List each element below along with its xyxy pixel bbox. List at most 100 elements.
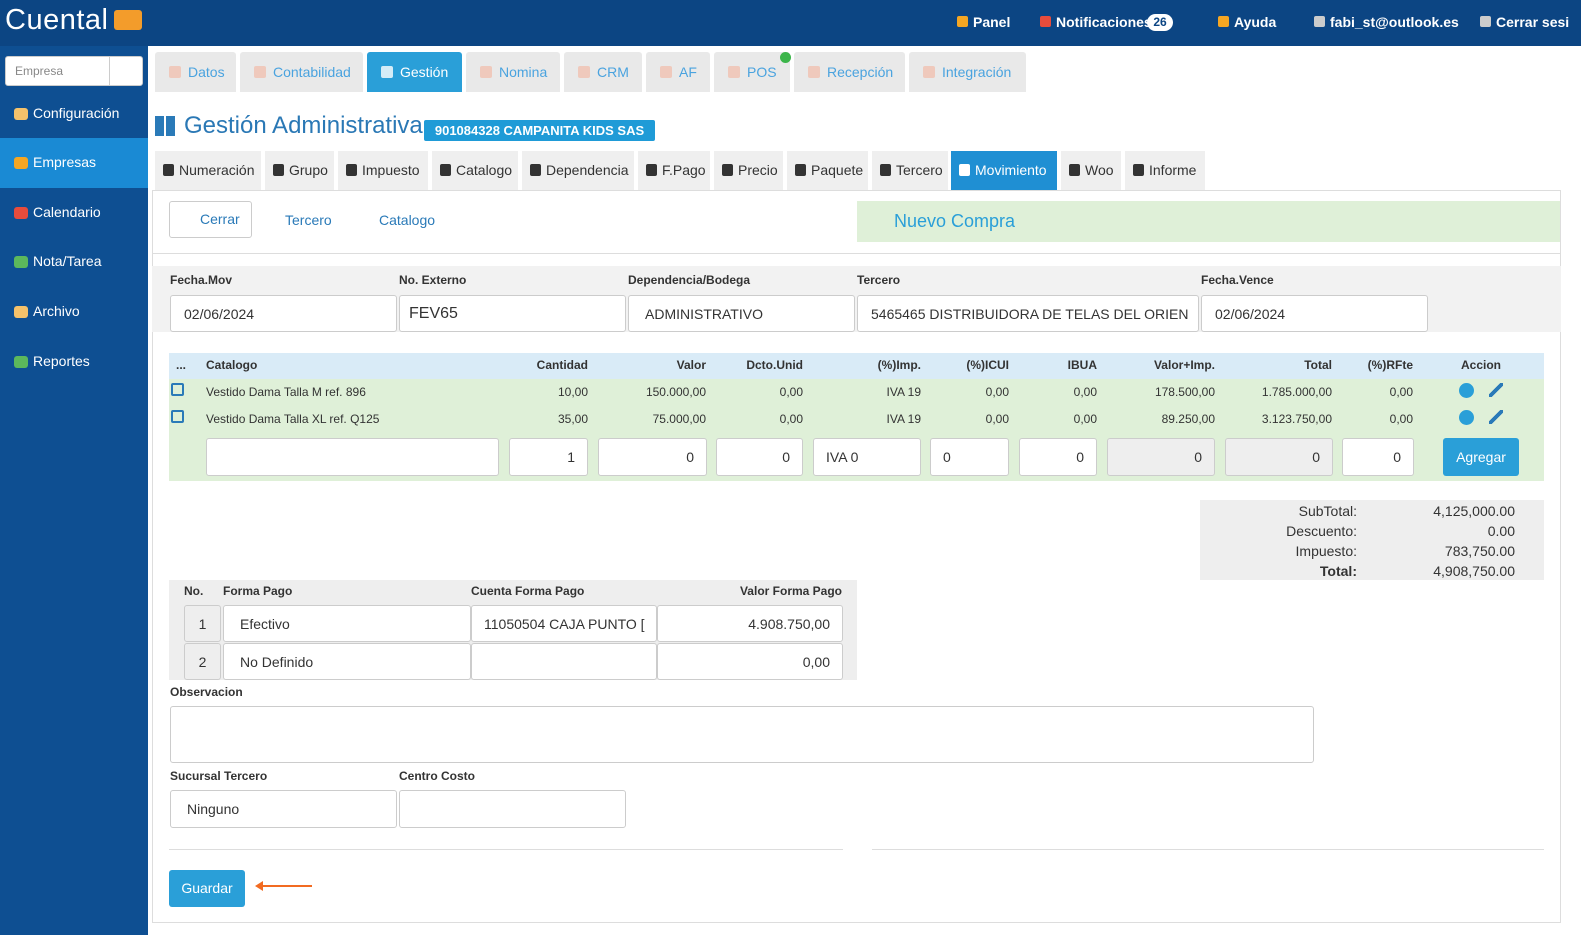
sidebar-icon [14,306,28,318]
entry-select[interactable]: IVA 0 [813,438,921,476]
sub-tab-icon [163,164,174,176]
nav-icon [1218,16,1229,27]
module-tab[interactable]: Datos [155,52,236,92]
tab-icon [923,66,935,78]
field-input[interactable]: 02/06/2024 [1201,295,1428,332]
centro-costo-input[interactable] [399,790,626,828]
observacion-label: Observacion [170,685,243,699]
payment-account-input[interactable] [471,643,657,680]
entry-input[interactable]: 0 [1342,438,1414,476]
field-input[interactable]: FEV65 [399,295,626,332]
sidebar-icon [14,108,28,120]
table-cell: 0,00 [1213,385,1413,399]
sidebar-icon [14,207,28,219]
tab-icon [578,66,590,78]
table-cell: Vestido Dama Talla M ref. 896 [206,385,366,399]
page-title: Gestión Administrativa [184,112,423,140]
nav-link[interactable]: Cerrar sesi [1496,14,1569,30]
field-select[interactable]: ADMINISTRATIVO [628,295,855,332]
field-label: Fecha.Mov [170,273,232,287]
column-header: (%)RFte [1213,358,1413,372]
sub-tab-icon [440,164,451,176]
catalog-input[interactable] [206,438,499,476]
tab-icon [808,66,820,78]
arrow-head [255,881,263,891]
add-button[interactable]: Agregar [1443,438,1519,476]
edit-icon[interactable] [171,383,184,396]
field-input[interactable]: 5465465 DISTRIBUIDORA DE TELAS DEL ORIEN [857,295,1199,332]
company-badge: 901084328 CAMPANITA KIDS SAS [424,120,655,141]
notif-badge: 26 [1147,14,1173,31]
edit-action-icon[interactable] [1489,410,1503,424]
logo[interactable]: Cuental [5,4,108,37]
sub-tab-icon [880,164,891,176]
payment-value-input[interactable]: 0,00 [657,643,843,680]
payment-header: Valor Forma Pago [642,584,842,598]
entry-input[interactable]: 0 [1019,438,1097,476]
logo-icon [114,10,142,30]
sub-tab-icon [959,164,970,176]
sucursal-select[interactable]: Ninguno [170,790,397,828]
entry-input[interactable]: 0 [598,438,707,476]
sidebar-item[interactable]: Configuración [33,105,119,121]
sidebar-icon [14,356,28,368]
sidebar-item[interactable]: Calendario [33,204,101,220]
add-tercero-button[interactable]: Tercero [285,212,332,228]
module-tab[interactable]: CRM [564,52,642,92]
add-catalogo-button[interactable]: Catalogo [379,212,435,228]
tab-icon [728,66,740,78]
payment-account-input[interactable]: 11050504 CAJA PUNTO [ [471,605,657,642]
field-input[interactable]: 02/06/2024 [170,295,397,332]
banner: Nuevo Compra [857,201,1560,242]
separator [169,849,843,850]
sidebar-item[interactable]: Archivo [33,303,80,319]
nav-link[interactable]: Panel [973,14,1010,30]
delete-icon[interactable] [1459,383,1474,398]
save-button[interactable]: Guardar [169,870,245,907]
sidebar-item[interactable]: Nota/Tarea [33,253,101,269]
search-input[interactable]: Empresa [5,56,143,86]
payment-value-input[interactable]: 4.908.750,00 [657,605,843,642]
payment-no: 2 [184,643,221,680]
sub-tab-icon [530,164,541,176]
delete-icon[interactable] [1459,410,1474,425]
edit-action-icon[interactable] [1489,383,1503,397]
total-value: 4,908,750.00 [1315,563,1515,579]
entry-input[interactable]: 1 [509,438,588,476]
sidebar-item[interactable]: Empresas [33,154,96,170]
centro-costo-label: Centro Costo [399,769,475,783]
payment-method-select[interactable]: No Definido [223,643,471,680]
sidebar-icon [14,256,28,268]
observacion-textarea[interactable] [170,706,1314,763]
sub-tab-icon [273,164,284,176]
close-button[interactable]: Cerrar [169,201,252,238]
separator [872,849,1544,850]
edit-icon[interactable] [171,410,184,423]
entry-input[interactable]: 0 [716,438,803,476]
nav-link[interactable]: Ayuda [1234,14,1276,30]
table-cell: 0,00 [1213,412,1413,426]
nav-icon [1314,16,1325,27]
field-label: Fecha.Vence [1201,273,1274,287]
sub-tab-icon [646,164,657,176]
module-tab[interactable]: POS [714,52,790,92]
nav-link[interactable]: Notificaciones [1056,14,1152,30]
sub-tab-icon [346,164,357,176]
column-header: Accion [1431,358,1531,372]
table-cell: Vestido Dama Talla XL ref. Q125 [206,412,379,426]
entry-select[interactable]: 0 [930,438,1009,476]
total-value: 783,750.00 [1315,543,1515,559]
payment-no: 1 [184,605,221,642]
tab-icon [480,66,492,78]
payment-header: Cuenta Forma Pago [471,584,584,598]
field-label: Dependencia/Bodega [628,273,750,287]
payment-header: Forma Pago [223,584,292,598]
field-label: No. Externo [399,273,466,287]
entry-input: 0 [1107,438,1215,476]
module-tab[interactable]: AF [646,52,710,92]
payment-method-select[interactable]: Efectivo [223,605,471,642]
total-value: 4,125,000.00 [1315,503,1515,519]
sidebar-item[interactable]: Reportes [33,353,90,369]
nav-link[interactable]: fabi_st@outlook.es [1330,14,1459,30]
